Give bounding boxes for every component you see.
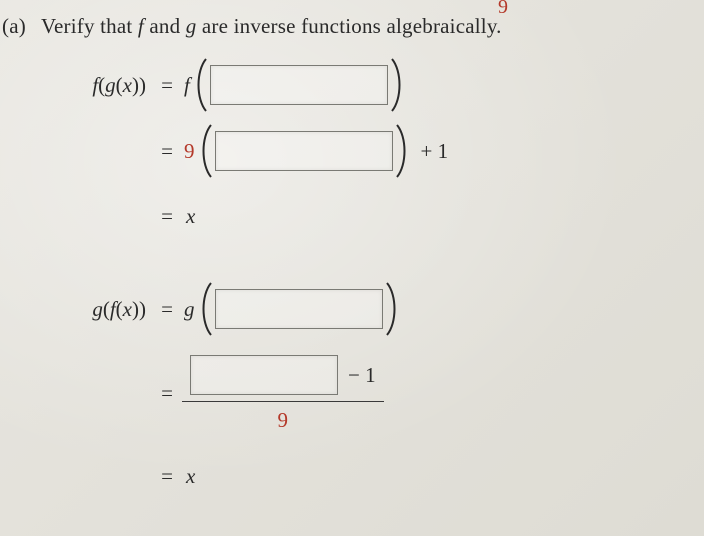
- row-fgx-3: = x: [52, 189, 694, 243]
- lhs-gfx: g(f(x)): [52, 297, 152, 322]
- part-label: (a): [2, 14, 26, 38]
- right-paren-icon: [393, 123, 411, 179]
- blank-input-4[interactable]: [190, 355, 338, 395]
- lhs-fgx: f(g(x)): [52, 73, 152, 98]
- equals-1: =: [152, 73, 182, 98]
- equals-6: =: [152, 464, 182, 489]
- blank-input-3[interactable]: [215, 289, 383, 329]
- coef-f: f: [182, 73, 192, 98]
- row-fgx-2: = 9 + 1: [52, 123, 694, 179]
- minus-one: − 1: [338, 363, 376, 388]
- stray-denominator: 9: [498, 0, 508, 19]
- left-paren-icon: [192, 57, 210, 113]
- row-gfx-3: = x: [52, 449, 694, 503]
- prompt-text-2: and: [149, 14, 185, 38]
- right-paren-icon: [383, 281, 401, 337]
- denominator-9: 9: [278, 402, 289, 435]
- equals-5: =: [152, 381, 182, 406]
- row-gfx-2: = − 1 9: [52, 347, 694, 439]
- row-gfx-1: g(f(x)) = g: [52, 281, 694, 337]
- left-paren-icon: [197, 123, 215, 179]
- fn-g: g: [186, 14, 197, 38]
- prompt-text-3: are inverse functions algebraically.: [202, 14, 502, 38]
- result-x-2: x: [182, 464, 195, 489]
- right-paren-icon: [388, 57, 406, 113]
- result-x-1: x: [182, 204, 195, 229]
- work-area: f(g(x)) = f = 9 + 1 =: [0, 57, 694, 503]
- coef-9: 9: [182, 139, 197, 164]
- question-prompt: (a) Verify that f and g are inverse func…: [2, 14, 694, 39]
- coef-g: g: [182, 297, 197, 322]
- fn-f: f: [138, 14, 144, 38]
- blank-input-2[interactable]: [215, 131, 393, 171]
- fraction: − 1 9: [182, 351, 384, 435]
- equals-2: =: [152, 139, 182, 164]
- blank-input-1[interactable]: [210, 65, 388, 105]
- prompt-text-1: Verify that: [41, 14, 138, 38]
- row-fgx-1: f(g(x)) = f: [52, 57, 694, 113]
- equals-3: =: [152, 204, 182, 229]
- left-paren-icon: [197, 281, 215, 337]
- plus-one: + 1: [411, 139, 449, 164]
- equals-4: =: [152, 297, 182, 322]
